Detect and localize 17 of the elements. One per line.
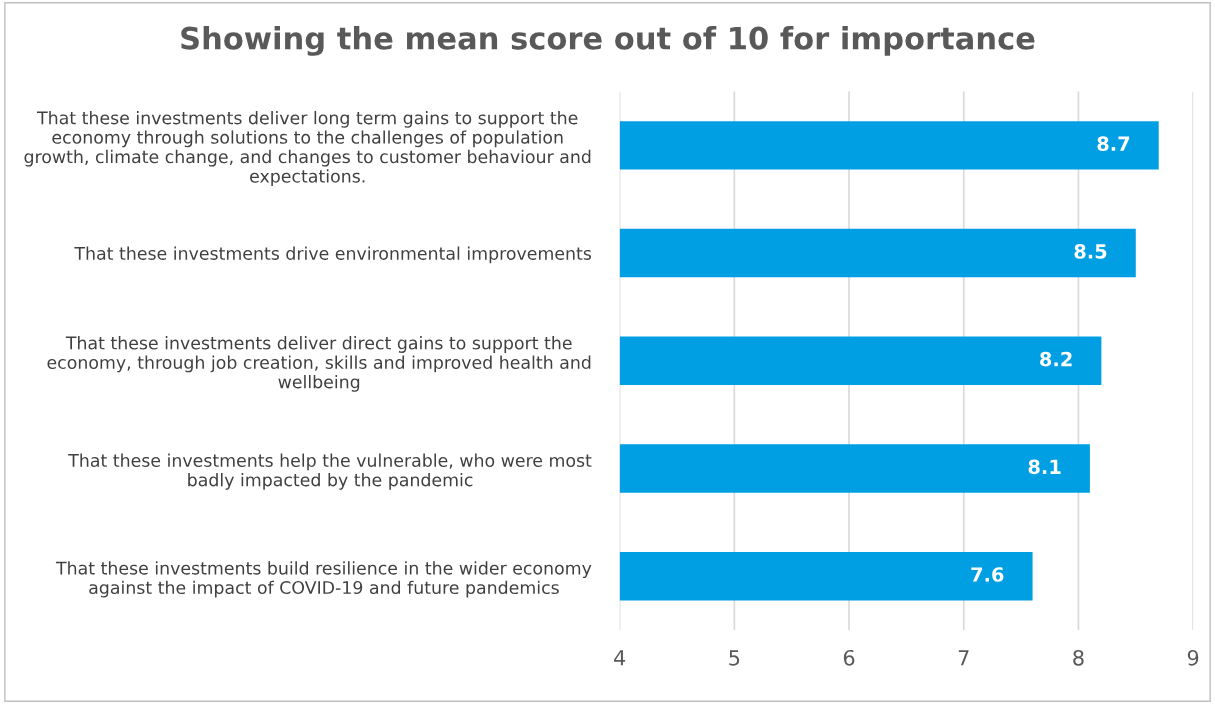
- x-tick-label: 8: [1073, 649, 1084, 666]
- y-tick-label: That these investments deliver direct gains to support the economy, through job creation, skills and improved health and wellbeing: [47, 336, 591, 392]
- data-label: 7.6: [971, 567, 1004, 582]
- data-label: 8.2: [1040, 351, 1072, 367]
- x-tick-label: 7: [958, 650, 969, 666]
- x-tick-label: 5: [729, 650, 740, 666]
- y-tick-label: That these investments deliver long term gains to support the economy through solutions to the challenges of population growth, climate change, and changes to customer behaviour and expectations.: [24, 110, 591, 187]
- data-label: 8.1: [1028, 459, 1061, 475]
- y-tick-label: That these investments help the vulnerable, who were most badly impacted by the pandemic: [68, 453, 592, 490]
- data-label: 8.5: [1074, 244, 1107, 259]
- x-tick-label: 9: [1187, 649, 1199, 666]
- x-tick-label: 6: [843, 649, 855, 666]
- x-tick-label: 4: [614, 650, 626, 666]
- chart-title: Showing the mean score out of 10 for importance: [181, 26, 1035, 56]
- y-tick-label: That these investments drive environmental improvements: [74, 246, 592, 264]
- y-tick-label: That these investments build resilience in the wider economy against the impact of COVID-19 and future pandemics: [55, 561, 592, 598]
- data-label: 8.7: [1097, 136, 1130, 152]
